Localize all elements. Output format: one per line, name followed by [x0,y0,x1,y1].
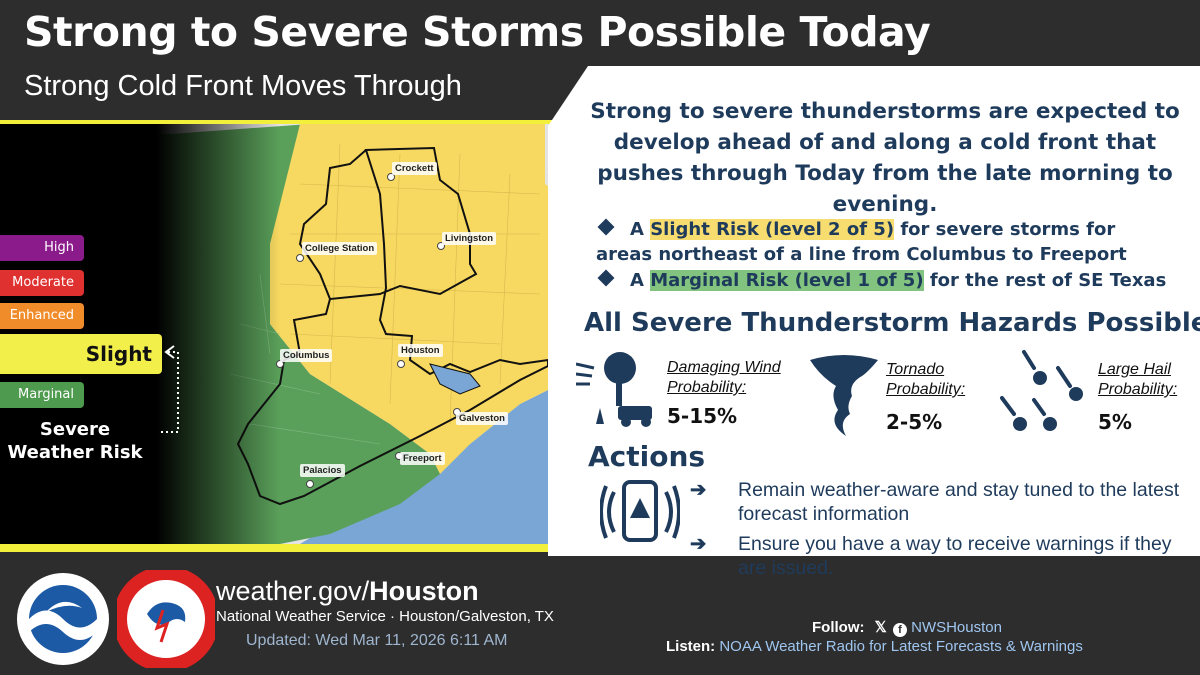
legend-caption: Severe Weather Risk [7,419,143,463]
tornado-icon [810,355,878,436]
arrow-right-icon: ➔ [690,479,707,501]
actions-title: Actions [588,440,706,473]
city-label: Palacios [300,464,345,477]
noaa-logo-icon [17,573,109,665]
action-text: Ensure you have a way to receive warning… [738,533,1172,579]
hazards-title: All Severe Thunderstorm Hazards Possible [584,308,1200,338]
updated-timestamp: Updated: Wed Mar 11, 2026 6:11 AM [246,632,508,649]
nws-logo-icon [117,570,215,668]
action-item: ➔ Remain weather-aware and stay tuned to … [690,478,1198,526]
hail-probability-label: Large Hail Probability: [1098,361,1178,398]
forecast-summary: Strong to severe thunderstorms are expec… [590,99,1180,217]
bullet-text: for severe storms for areas northeast of… [596,219,1127,265]
city-label: Houston [398,344,443,357]
city-label: Freeport [400,452,445,465]
x-logo-icon: 𝕏 [874,619,887,636]
action-text: Remain weather-aware and stay tuned to t… [738,479,1180,525]
marginal-risk-highlight: Marginal Risk (level 1 of 5) [650,270,924,291]
city-label: Galveston [456,412,508,425]
city-label: College Station [302,242,378,255]
legend-level-moderate: Moderate [0,270,84,296]
arrow-right-icon: ➔ [690,533,707,555]
follow-label: Follow: [812,619,865,636]
legend-level-marginal: Marginal [0,382,84,408]
hail-probability-value: 5% [1098,410,1132,434]
risk-bullet-marginal: A Marginal Risk (level 1 of 5) for the r… [596,268,1176,293]
page-subtitle: Strong Cold Front Moves Through [24,70,462,102]
city-label: Livingston [442,232,497,245]
risk-bullet-slight: A Slight Risk (level 2 of 5) for severe … [596,217,1176,267]
website-office: Houston [369,576,479,606]
wind-probability-label: Damaging Wind Probability: [667,359,781,396]
action-item: ➔ Ensure you have a way to receive warnin… [690,532,1198,580]
bullet-text: A [630,219,651,240]
bullet-text: for the rest of SE Texas [923,270,1167,291]
listen-text: NOAA Weather Radio for Latest Forecasts … [719,638,1083,655]
phone-alert-icon [600,480,680,542]
city-label: Crockett [392,162,437,175]
office-name: National Weather Service · Houston/Galve… [216,608,554,625]
listen-line: Listen: NOAA Weather Radio for Latest Fo… [666,638,1083,655]
website-link[interactable]: weather.gov/Houston [216,576,479,607]
legend-level-high: High [0,235,84,261]
page-title: Strong to Severe Storms Possible Today [24,8,931,56]
risk-legend: High Moderate Enhanced Slight Marginal S… [0,230,190,470]
diamond-bullet-icon [597,269,615,287]
legend-level-enhanced: Enhanced [0,303,84,329]
facebook-icon: f [892,623,907,637]
legend-level-slight: Slight [0,334,162,374]
wind-probability-value: 5-15% [667,404,738,428]
hail-icon [1000,350,1083,431]
follow-line: Follow: 𝕏 f NWSHouston [812,618,1002,637]
listen-label: Listen: [666,638,716,655]
tornado-probability-value: 2-5% [886,410,943,434]
risk-map-graphic [0,124,560,544]
website-prefix: weather.gov/ [216,576,370,606]
city-label: Columbus [280,349,333,362]
wind-damage-icon [576,352,652,427]
legend-pointer-arrow [158,345,179,433]
social-handle-link[interactable]: NWSHouston [911,619,1002,636]
diamond-bullet-icon [597,218,615,236]
risk-map: Crockett Livingston College Station Colu… [0,124,560,544]
bullet-text: A [630,270,651,291]
slight-risk-highlight: Slight Risk (level 2 of 5) [650,219,895,240]
tornado-probability-label: Tornado Probability: [886,361,966,398]
info-panel [548,66,1200,556]
